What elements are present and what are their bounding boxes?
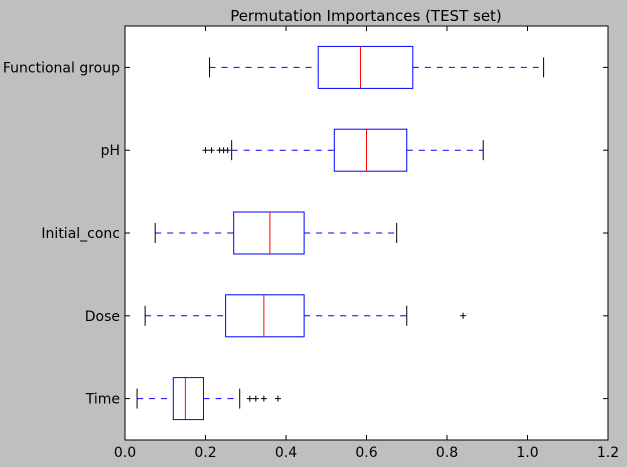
flier-point (460, 312, 467, 319)
y-tick-label: pH (101, 143, 120, 159)
plot-marks (136, 45, 545, 421)
x-tick-label: 0.0 (114, 445, 136, 461)
plot-frame (124, 25, 609, 441)
y-tick-label: Functional group (3, 60, 120, 76)
flier-point (260, 395, 267, 402)
axes: Functional group pH Initial_conc Dose Time 0.… (3, 26, 619, 461)
iqr-box (333, 128, 408, 172)
chart-title: Permutation Importances (TEST set) (230, 7, 502, 25)
iqr-box (317, 45, 414, 89)
iqr-box (233, 211, 305, 255)
flier-point (252, 395, 259, 402)
x-tick-label: 1.2 (597, 445, 619, 461)
flier-point (274, 395, 281, 402)
iqr-box (225, 294, 305, 338)
y-tick-label: Dose (85, 309, 120, 325)
x-tick-label: 0.6 (355, 445, 377, 461)
flier-point (202, 147, 209, 154)
flier-point (246, 395, 253, 402)
y-tick-label: Initial_conc (41, 226, 120, 242)
iqr-box (172, 377, 204, 421)
flier-point (208, 147, 215, 154)
x-tick-label: 0.2 (194, 445, 216, 461)
y-tick-label: Time (85, 392, 120, 408)
x-tick-label: 0.4 (275, 445, 297, 461)
x-tick-label: 1.0 (516, 445, 538, 461)
flier-point (224, 147, 231, 154)
x-tick-label: 0.8 (436, 445, 458, 461)
